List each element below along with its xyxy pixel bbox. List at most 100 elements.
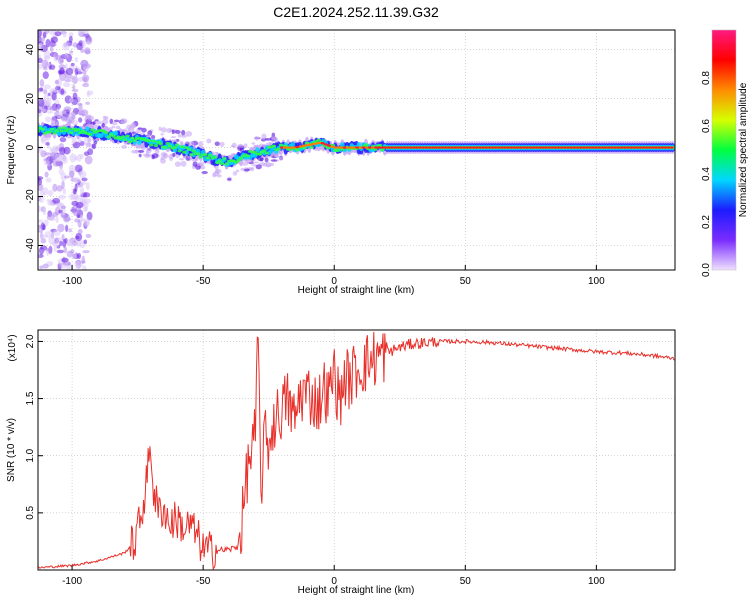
snr-series-line [38, 331, 675, 570]
spectrogram-noise-mark [77, 110, 85, 115]
snr-y-tick-label: 1.0 [25, 448, 36, 462]
spectrogram-noise-mark [75, 235, 80, 240]
spectrogram-ridge-mark [40, 127, 45, 131]
spectrogram-noise-mark [59, 110, 67, 115]
spectrogram-noise-mark [215, 168, 222, 174]
snr-y-tick-label: 1.5 [25, 391, 36, 405]
spectrogram-ridge-mark [68, 131, 74, 135]
spectrogram-noise-mark [113, 119, 120, 123]
spectrogram-ridge-core [594, 146, 599, 149]
spectrogram-ridge-mark [75, 128, 81, 132]
spectrogram-ridge-core [610, 146, 615, 149]
spectrogram-ridge-mark [325, 146, 331, 150]
spectrogram-ridge-core [525, 146, 530, 149]
spectrogram-ridge-core [311, 142, 316, 146]
spectrogram-ridge-mark [238, 156, 244, 160]
spectrogram-ridge-core [490, 146, 495, 149]
spectrogram-ridge-core [588, 146, 593, 149]
spectrogram-ridge-mark [174, 143, 180, 147]
spectrogram-noise-mark [180, 160, 187, 167]
spectrogram-ridge-core [537, 146, 542, 149]
spectrogram-noise-mark [232, 171, 238, 176]
spectrogram-noise-mark [237, 144, 244, 148]
spectrogram-ridge-core [295, 145, 300, 149]
spectrogram-noise-mark [42, 31, 47, 39]
snr-x-tick-label: -100 [62, 576, 82, 587]
spectrogram-noise-mark [271, 132, 276, 138]
snr-panel: -100 -50 0 50 100 0.5 1.0 1.5 2.0 (x10⁴) Height … [6, 329, 676, 596]
spectrogram-noise-mark [44, 152, 52, 156]
spectrogram-noise-mark [43, 219, 49, 227]
spectrogram-ridge-core [339, 146, 344, 149]
spectrogram-noise-mark [251, 164, 257, 167]
spectrogram-noise-mark [87, 137, 92, 143]
spectrogram-noise-mark [180, 134, 187, 138]
spectrogram-ridge-mark [163, 146, 168, 150]
spectrogram-y-tick-label: 20 [25, 93, 36, 105]
spectrogram-ridge-core [481, 146, 486, 149]
spectrogram-ridge-mark [309, 145, 314, 149]
spectrogram-ridge-core [496, 146, 501, 149]
spectrogram-panel: -100 -50 0 50 100 40 20 0 -20 -40 Height of strai… [6, 29, 676, 296]
spectrogram-noise-mark [174, 161, 182, 167]
spectrogram-noise-mark [72, 75, 78, 85]
spectrogram-noise-mark [87, 115, 95, 121]
colorbar-label: Normalized spectral amplitude [738, 82, 749, 217]
spectrogram-ridge-core [427, 146, 432, 149]
spectrogram-ridge-mark [90, 128, 95, 132]
spectrogram-noise-mark [219, 141, 225, 147]
spectrogram-noise-mark [68, 228, 72, 233]
spectrogram-ridge-core [663, 146, 668, 149]
spectrogram-ticks: -100 -50 0 50 100 40 20 0 -20 -40 [25, 44, 605, 287]
spectrogram-ridge-core [292, 146, 297, 149]
spectrogram-noise-mark [83, 151, 90, 157]
spectrogram-noise-mark [74, 164, 83, 173]
spectrogram-ridge-core [386, 146, 391, 149]
spectrogram-ridge-core [430, 146, 435, 149]
spectrogram-ridge-core [323, 143, 328, 146]
spectrogram-ridge-core [468, 146, 473, 149]
spectrogram-noise-mark [271, 135, 276, 140]
spectrogram-noise-mark [91, 143, 96, 149]
spectrogram-noise-mark [84, 49, 91, 55]
spectrogram-ridge-core [647, 146, 652, 149]
spectrogram-ridge-core [326, 144, 331, 147]
spectrogram-noise-mark [160, 152, 166, 158]
spectrogram-noise-mark [53, 53, 60, 62]
spectrogram-ridge-mark [276, 147, 281, 151]
spectrogram-noise-mark [44, 171, 49, 178]
spectrogram-ridge-core [367, 146, 372, 149]
spectrogram-noise-mark [66, 239, 75, 247]
spectrogram-noise-mark [63, 106, 72, 113]
spectrogram-ridge-mark [255, 147, 260, 153]
spectrogram-ridge-core [279, 146, 284, 149]
spectrogram-ridge-core [518, 146, 523, 149]
spectrogram-ridge-core [320, 142, 325, 145]
spectrogram-ridge-mark [377, 143, 383, 147]
spectrogram-ridge-core [443, 146, 448, 149]
spectrogram-noise-mark [42, 71, 49, 80]
spectrogram-ridge-mark [222, 156, 227, 160]
spectrogram-noise-mark [60, 88, 65, 95]
snr-grid [38, 330, 675, 570]
spectrogram-ridge-core [465, 146, 470, 149]
spectrogram-ridge-core [452, 146, 457, 149]
spectrogram-ridge-mark [158, 142, 163, 146]
snr-x-tick-label: 100 [588, 576, 605, 587]
spectrogram-ridge-mark [208, 153, 213, 157]
spectrogram-noise-mark [61, 115, 68, 122]
spectrogram-ridge-core [383, 146, 388, 149]
spectrogram-ridge-core [418, 146, 423, 149]
spectrogram-noise-mark [61, 265, 67, 269]
spectrogram-noise-mark [248, 161, 254, 165]
spectrogram-noise-mark [39, 190, 45, 196]
spectrogram-noise-mark [134, 149, 140, 154]
spectrogram-noise-mark [196, 162, 200, 167]
spectrogram-noise-mark [254, 135, 260, 141]
spectrogram-ridge-core [377, 146, 382, 149]
spectrogram-ridge-mark [85, 126, 90, 132]
spectrogram-ridge-mark [61, 126, 67, 130]
spectrogram-ridge-core [304, 144, 309, 147]
spectrogram-noise-mark [227, 178, 232, 181]
spectrogram-ridge-mark [66, 127, 71, 131]
